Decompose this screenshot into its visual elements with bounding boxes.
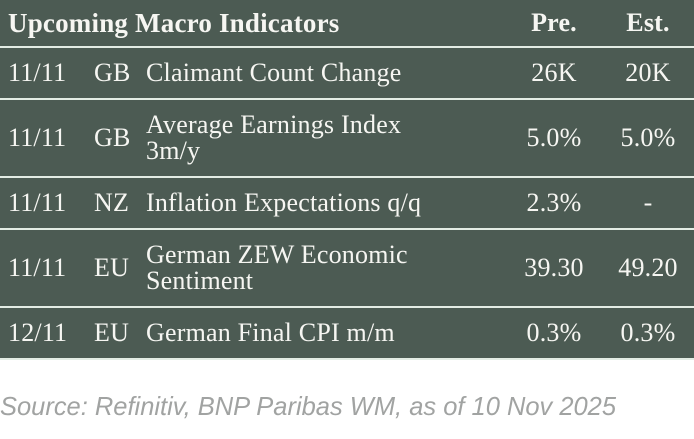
- previous-value-cell: 0.3%: [526, 318, 582, 347]
- column-header-pre: Pre.: [531, 8, 577, 37]
- date-cell: 12/11: [8, 318, 68, 347]
- estimate-value-cell: 5.0%: [620, 123, 676, 152]
- previous-value-cell: 26K: [531, 58, 577, 87]
- estimate-value-cell: 20K: [625, 58, 671, 87]
- previous-value-cell: 39.30: [524, 253, 584, 282]
- estimate-value-cell: 49.20: [618, 253, 678, 282]
- date-cell: 11/11: [8, 188, 67, 217]
- country-cell: GB: [94, 58, 131, 87]
- indicator-cell: German ZEW Economic Sentiment: [146, 240, 408, 295]
- date-cell: 11/11: [8, 123, 67, 152]
- country-cell: EU: [94, 253, 130, 282]
- table-row: 12/11 EU German Final CPI m/m 0.3% 0.3%: [0, 306, 694, 358]
- date-cell: 11/11: [8, 58, 67, 87]
- country-cell: GB: [94, 123, 131, 152]
- table-header-row: Upcoming Macro Indicators Pre. Est.: [0, 0, 694, 46]
- table-title: Upcoming Macro Indicators: [8, 8, 340, 38]
- indicator-cell: Average Earnings Index 3m/y: [146, 110, 402, 165]
- estimate-value-cell: -: [643, 188, 653, 217]
- column-header-est: Est.: [626, 8, 670, 37]
- previous-value-cell: 5.0%: [526, 123, 582, 152]
- indicator-cell: Claimant Count Change: [146, 58, 402, 87]
- country-cell: EU: [94, 318, 130, 347]
- indicator-cell: German Final CPI m/m: [146, 318, 395, 347]
- date-cell: 11/11: [8, 253, 67, 282]
- country-cell: NZ: [94, 188, 130, 217]
- indicator-cell: Inflation Expectations q/q: [146, 188, 422, 217]
- previous-value-cell: 2.3%: [526, 188, 582, 217]
- macro-indicators-table: Upcoming Macro Indicators Pre. Est. 11/1…: [0, 0, 694, 360]
- table-row: 11/11 GB Claimant Count Change 26K 20K: [0, 46, 694, 98]
- estimate-value-cell: 0.3%: [620, 318, 676, 347]
- table-row: 11/11 EU German ZEW Economic Sentiment 3…: [0, 228, 694, 306]
- table-row: 11/11 GB Average Earnings Index 3m/y 5.0…: [0, 98, 694, 176]
- table-row: 11/11 NZ Inflation Expectations q/q 2.3%…: [0, 176, 694, 228]
- source-note: Source: Refinitiv, BNP Paribas WM, as of…: [0, 391, 617, 421]
